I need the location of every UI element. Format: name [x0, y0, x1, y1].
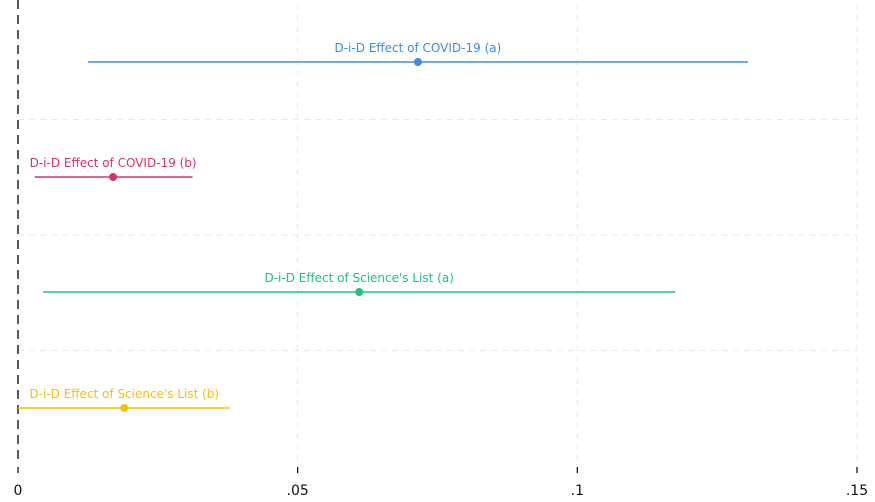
series-label: D-i-D Effect of COVID-19 (b) — [30, 156, 197, 170]
x-tick-label: .1 — [571, 483, 584, 499]
grid-layer — [18, 4, 858, 465]
x-axis: 0 .05 .1 .15 — [14, 467, 868, 499]
series-label: D-i-D Effect of Science's List (a) — [264, 271, 453, 285]
point-estimate-marker — [413, 58, 422, 66]
series-label: D-i-D Effect of COVID-19 (a) — [335, 41, 502, 55]
point-estimate-marker — [120, 404, 129, 412]
x-tick-label: 0 — [14, 483, 23, 499]
series-label: D-i-D Effect of Science's List (b) — [29, 387, 219, 401]
x-tick-label: .15 — [846, 483, 868, 499]
series-layer: D-i-D Effect of COVID-19 (a) D-i-D Effect… — [18, 41, 748, 412]
point-estimate-marker — [109, 173, 118, 181]
point-estimate-marker — [355, 288, 364, 296]
x-tick-label: .05 — [287, 483, 309, 499]
